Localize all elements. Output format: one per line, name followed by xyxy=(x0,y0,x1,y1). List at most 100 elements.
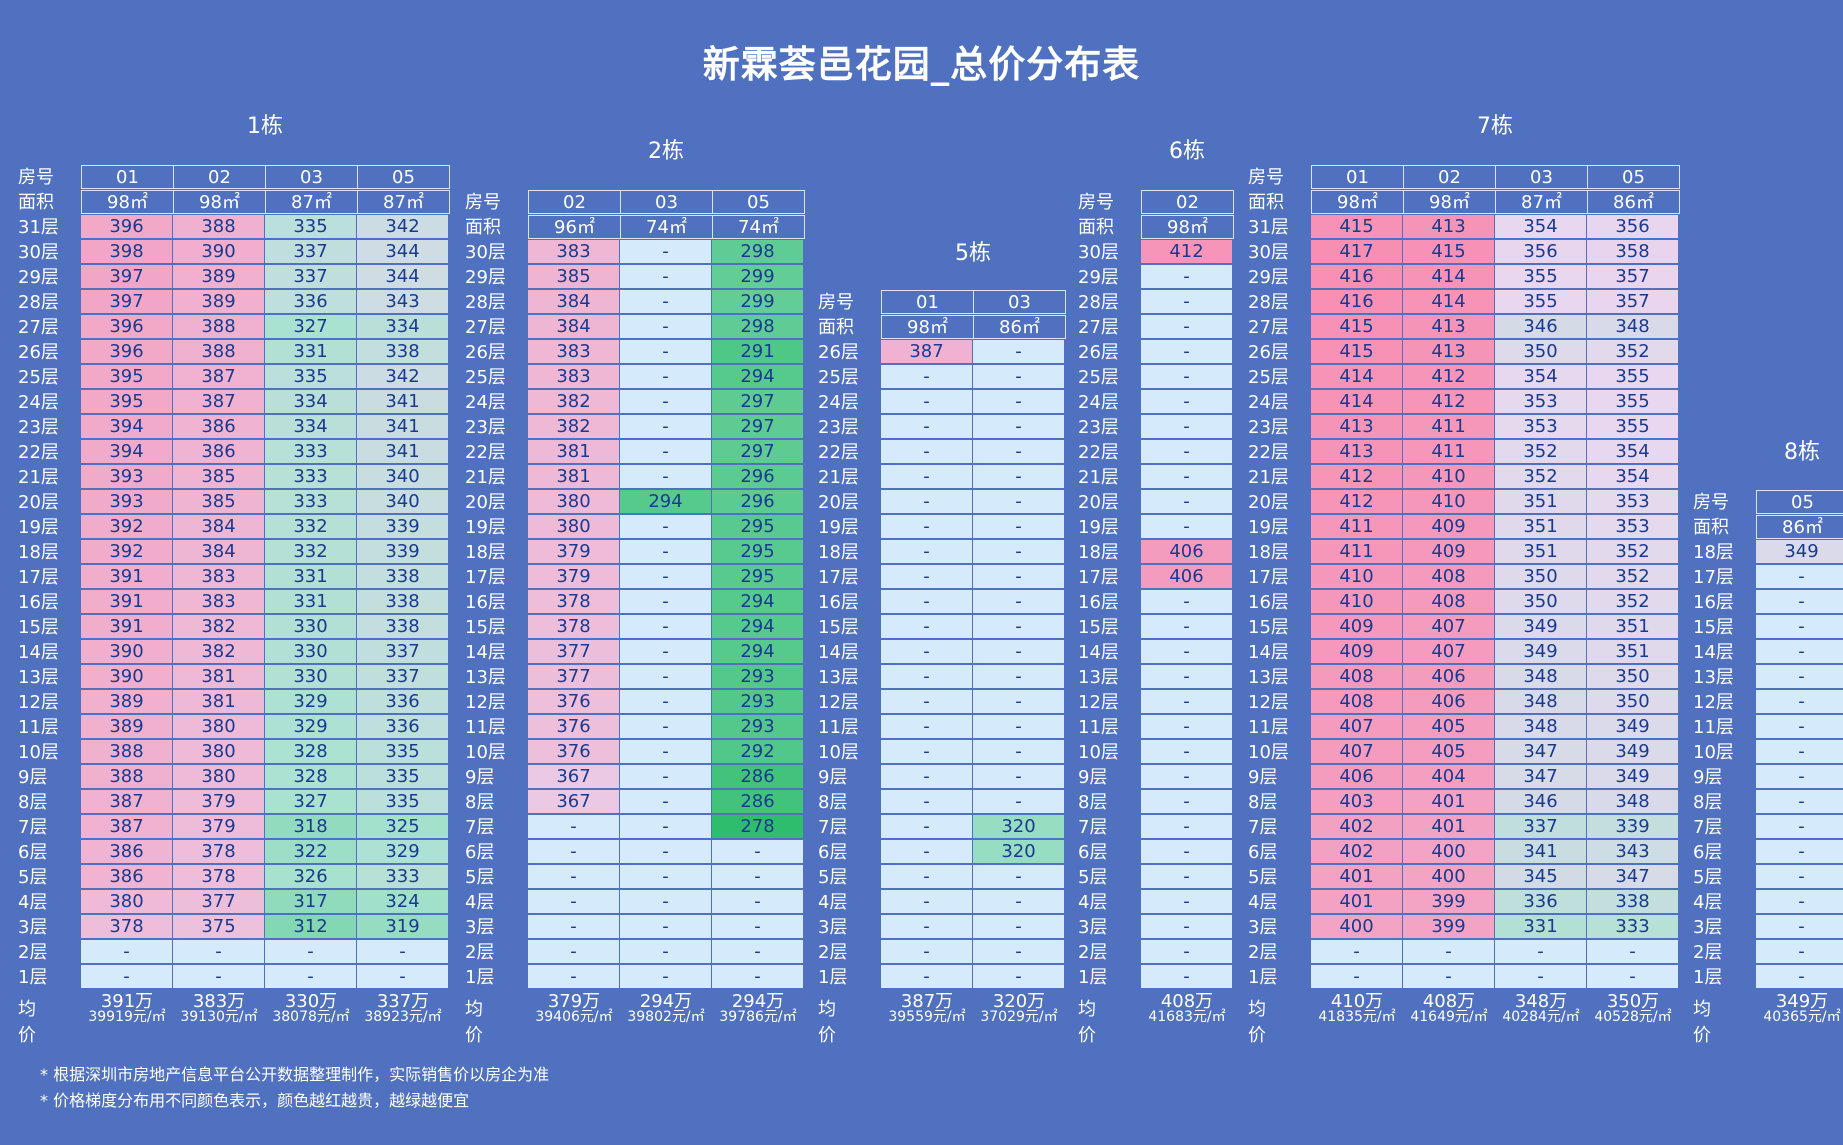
average-label: 均价 xyxy=(1078,999,1096,1046)
price-cell: 403 xyxy=(1311,790,1403,814)
room-number: 05 xyxy=(357,165,450,189)
price-cell: 408 xyxy=(1311,665,1403,689)
price-cell: 394 xyxy=(81,415,173,439)
area-label: 面积 xyxy=(1248,192,1284,213)
floor-label: 26层 xyxy=(18,342,59,363)
floor-label: 29层 xyxy=(18,267,59,288)
floor-label: 1层 xyxy=(818,967,848,988)
floor-label: 3层 xyxy=(1693,917,1723,938)
price-cell: 381 xyxy=(528,440,620,464)
price-cell: - xyxy=(620,415,712,439)
price-cell: 387 xyxy=(173,365,265,389)
average-unit-price: 40528元/㎡ xyxy=(1594,1009,1672,1025)
price-cell: 297 xyxy=(712,440,804,464)
average-unit-price: 39919元/㎡ xyxy=(88,1009,166,1025)
price-cell: 338 xyxy=(1587,890,1679,914)
floor-label: 26层 xyxy=(818,342,859,363)
floor-label: 11层 xyxy=(465,717,506,738)
floor-label: 3层 xyxy=(818,917,848,938)
price-cell: 337 xyxy=(1495,815,1587,839)
price-cell: 410 xyxy=(1311,590,1403,614)
floor-label: 5层 xyxy=(465,867,495,888)
price-cell: - xyxy=(1756,965,1843,989)
average-total-price: 294万 xyxy=(731,991,785,1012)
floor-label: 15层 xyxy=(18,617,59,638)
average-unit-price: 38078元/㎡ xyxy=(272,1009,350,1025)
price-cell: 381 xyxy=(528,465,620,489)
floor-label: 9层 xyxy=(465,767,495,788)
floor-label: 6层 xyxy=(465,842,495,863)
floor-label: 20层 xyxy=(1078,492,1119,513)
building-name: 8栋 xyxy=(1784,440,1820,465)
price-cell: 333 xyxy=(357,865,449,889)
price-cell: - xyxy=(881,915,973,939)
floor-label: 4层 xyxy=(18,892,48,913)
price-cell: 367 xyxy=(528,790,620,814)
price-cell: - xyxy=(973,790,1065,814)
price-cell: - xyxy=(620,815,712,839)
floor-label: 5层 xyxy=(1078,867,1108,888)
price-cell: 381 xyxy=(173,665,265,689)
price-cell: 330 xyxy=(265,615,357,639)
price-cell: - xyxy=(973,365,1065,389)
floor-label: 22层 xyxy=(818,442,859,463)
price-cell: - xyxy=(620,740,712,764)
price-cell: - xyxy=(1141,440,1233,464)
price-cell: - xyxy=(265,965,357,989)
price-cell: - xyxy=(973,640,1065,664)
price-cell: - xyxy=(881,690,973,714)
floor-label: 7层 xyxy=(818,817,848,838)
price-cell: 412 xyxy=(1403,365,1495,389)
price-cell: - xyxy=(1141,740,1233,764)
price-cell: 388 xyxy=(173,340,265,364)
footnotes: * 根据深圳市房地产信息平台公开数据整理制作，实际销售价以房企为准 * 价格梯度… xyxy=(40,1062,549,1114)
price-cell: 333 xyxy=(1587,915,1679,939)
price-cell: 375 xyxy=(173,915,265,939)
price-cell: - xyxy=(528,840,620,864)
price-cell: 387 xyxy=(881,340,973,364)
price-cell: - xyxy=(1756,865,1843,889)
floor-label: 2层 xyxy=(465,942,495,963)
floor-label: 20层 xyxy=(18,492,59,513)
price-cell: 377 xyxy=(528,640,620,664)
price-cell: 380 xyxy=(173,740,265,764)
price-cell: 350 xyxy=(1495,565,1587,589)
floor-label: 18层 xyxy=(818,542,859,563)
floor-label: 2层 xyxy=(1078,942,1108,963)
price-cell: - xyxy=(620,690,712,714)
floor-label: 24层 xyxy=(18,392,59,413)
price-cell: 414 xyxy=(1311,365,1403,389)
unit-area: 98㎡ xyxy=(1141,215,1234,239)
floor-label: 7层 xyxy=(1248,817,1278,838)
floor-label: 14层 xyxy=(1693,642,1734,663)
price-cell: 409 xyxy=(1403,540,1495,564)
price-cell: - xyxy=(1403,940,1495,964)
price-cell: 348 xyxy=(1587,315,1679,339)
floor-label: 12层 xyxy=(1078,692,1119,713)
floor-label: 17层 xyxy=(18,567,59,588)
price-cell: 355 xyxy=(1587,415,1679,439)
room-number-label: 房号 xyxy=(18,167,54,188)
price-cell: 344 xyxy=(357,240,449,264)
price-cell: - xyxy=(1141,465,1233,489)
price-cell: 384 xyxy=(173,515,265,539)
price-cell: 349 xyxy=(1495,640,1587,664)
building-name: 2栋 xyxy=(648,139,684,164)
price-cell: 346 xyxy=(1495,790,1587,814)
area-label: 面积 xyxy=(1078,217,1114,238)
price-cell: - xyxy=(620,890,712,914)
price-cell: - xyxy=(973,590,1065,614)
price-cell: 400 xyxy=(1403,840,1495,864)
price-cell: - xyxy=(1756,640,1843,664)
price-cell: 380 xyxy=(173,765,265,789)
price-cell: 294 xyxy=(712,365,804,389)
price-cell: - xyxy=(1756,615,1843,639)
price-cell: - xyxy=(712,915,804,939)
price-cell: 407 xyxy=(1403,640,1495,664)
price-cell: 390 xyxy=(81,665,173,689)
price-cell: 335 xyxy=(357,790,449,814)
unit-area: 98㎡ xyxy=(81,190,174,214)
price-cell: - xyxy=(357,965,449,989)
average-unit-price: 40284元/㎡ xyxy=(1502,1009,1580,1025)
floor-label: 13层 xyxy=(818,667,859,688)
